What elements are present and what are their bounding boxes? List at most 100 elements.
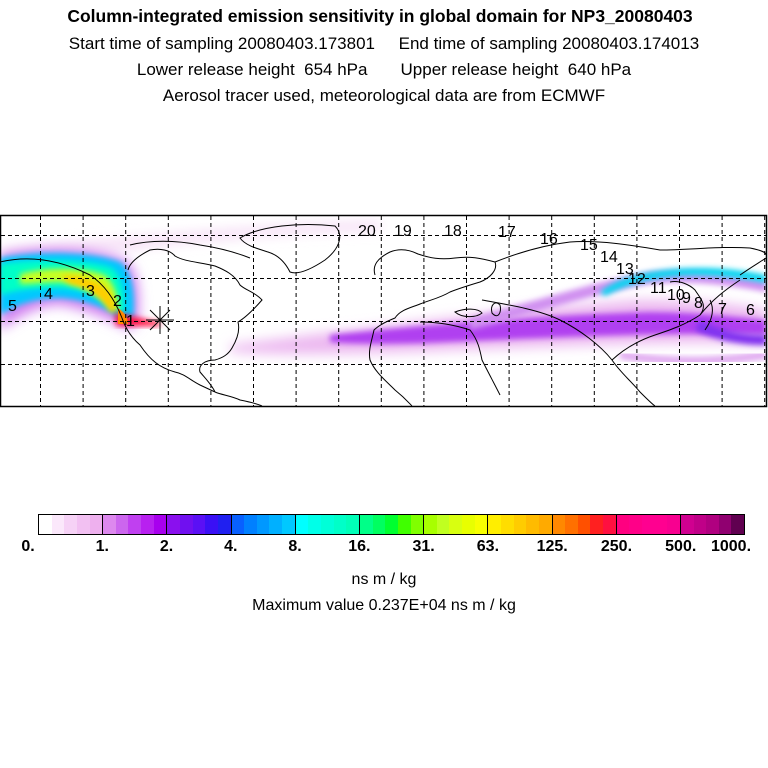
colorbar-swatch [115,515,129,534]
day-label: 4 [44,286,53,303]
colorbar-tick-label: 63. [476,538,500,555]
colorbar-swatch [192,515,206,534]
colorbar-tick-label: 8. [288,538,302,555]
colorbar-tick-label: 2. [159,538,174,555]
day-label: 5 [8,298,17,315]
colorbar-swatch [89,515,103,534]
colorbar-swatch [526,515,539,534]
day-label: 3 [86,283,95,300]
day-label: 2 [113,293,122,310]
colorbar-tick-label: 125. [536,538,568,555]
colorbar-segment [295,515,360,534]
colorbar-swatch [51,515,65,534]
sampling-times: Start time of sampling 20080403.173801 E… [68,34,700,53]
colorbar-swatch [153,515,167,534]
day-label: 13 [616,261,634,278]
colorbar-segment [103,515,168,534]
colorbar-swatch [321,515,334,534]
colorbar-swatch [513,515,527,534]
colorbar-swatch [552,515,566,534]
colorbar-swatch [167,515,181,534]
colorbar-swatch [718,515,732,534]
colorbar-segment [424,515,489,534]
colorbar-swatch [217,515,231,534]
colorbar-tick-label: 1000. [710,538,752,555]
colorbar-swatch [244,515,257,534]
day-label: 14 [600,249,618,266]
colorbar-swatch [680,515,694,534]
colorbar-swatch [256,515,270,534]
colorbar-tick-label: 4. [224,538,238,555]
colorbar-segment [616,515,681,534]
colorbar-segment [488,515,553,534]
colorbar-tick-label: 16. [348,538,371,555]
plume-field [1,222,766,365]
colorbar-swatch [731,515,745,534]
colorbar-swatch [667,515,680,534]
colorbar-swatch [231,515,245,534]
colorbar-swatch [629,515,642,534]
colorbar [38,514,745,535]
colorbar-swatch [616,515,630,534]
colorbar-swatch [64,515,77,534]
colorbar-swatch [103,515,116,534]
colorbar-swatch [462,515,475,534]
colorbar-swatch [410,515,424,534]
colorbar-units: ns m / kg [351,571,417,588]
colorbar-swatch [76,515,90,534]
colorbar-tick-label: 0. [21,538,35,555]
day-label: 11 [650,280,667,297]
colorbar-swatch [641,515,655,534]
colorbar-swatch [282,515,295,534]
colorbar-swatch [488,515,501,534]
release-heights: Lower release height 654 hPa Upper relea… [136,60,632,79]
colorbar-swatch [654,515,668,534]
colorbar-swatch [295,515,309,534]
colorbar-segment [359,515,425,534]
day-label: 10 [667,287,685,304]
colorbar-swatch [449,515,463,534]
colorbar-segment [231,515,296,534]
day-label: 6 [746,302,755,319]
colorbar-swatch [693,515,707,534]
colorbar-tick-label: 500. [665,538,697,555]
day-label: 15 [580,237,598,254]
colorbar-swatch [500,515,514,534]
colorbar-swatch [577,515,591,534]
colorbar-swatch [706,515,719,534]
day-label: 9 [682,290,691,307]
tracer-info: Aerosol tracer used, meteorological data… [162,86,606,105]
colorbar-swatch [308,515,322,534]
colorbar-swatch [436,515,450,534]
colorbar-tick-label: 250. [600,538,633,555]
plot-title: Column-integrated emission sensitivity i… [67,6,693,26]
colorbar-swatch [141,515,154,534]
colorbar-swatch [474,515,488,534]
colorbar-segment [552,515,617,534]
day-label: 19 [394,223,412,240]
colorbar-segment [39,515,104,534]
day-label: 20 [358,223,376,240]
day-label: 8 [694,295,703,312]
colorbar-swatch [346,515,359,534]
colorbar-segment [680,515,745,534]
day-label: 7 [718,301,727,318]
day-label: 1 [126,313,135,330]
colorbar-swatch [269,515,283,534]
maximum-value: Maximum value 0.237E+04 ns m / kg [252,597,516,614]
colorbar-swatch [39,515,52,534]
colorbar-swatch [538,515,552,534]
colorbar-swatch [397,515,411,534]
colorbar-swatch [424,515,437,534]
colorbar-swatch [565,515,578,534]
map-frame [0,214,768,408]
colorbar-swatch [372,515,386,534]
day-label: 18 [444,223,462,240]
day-label: 17 [498,224,516,241]
colorbar-swatch [385,515,398,534]
graticule [1,216,766,406]
colorbar-swatch [603,515,616,534]
colorbar-tick-label: 31. [412,538,435,555]
colorbar-swatch [180,515,193,534]
